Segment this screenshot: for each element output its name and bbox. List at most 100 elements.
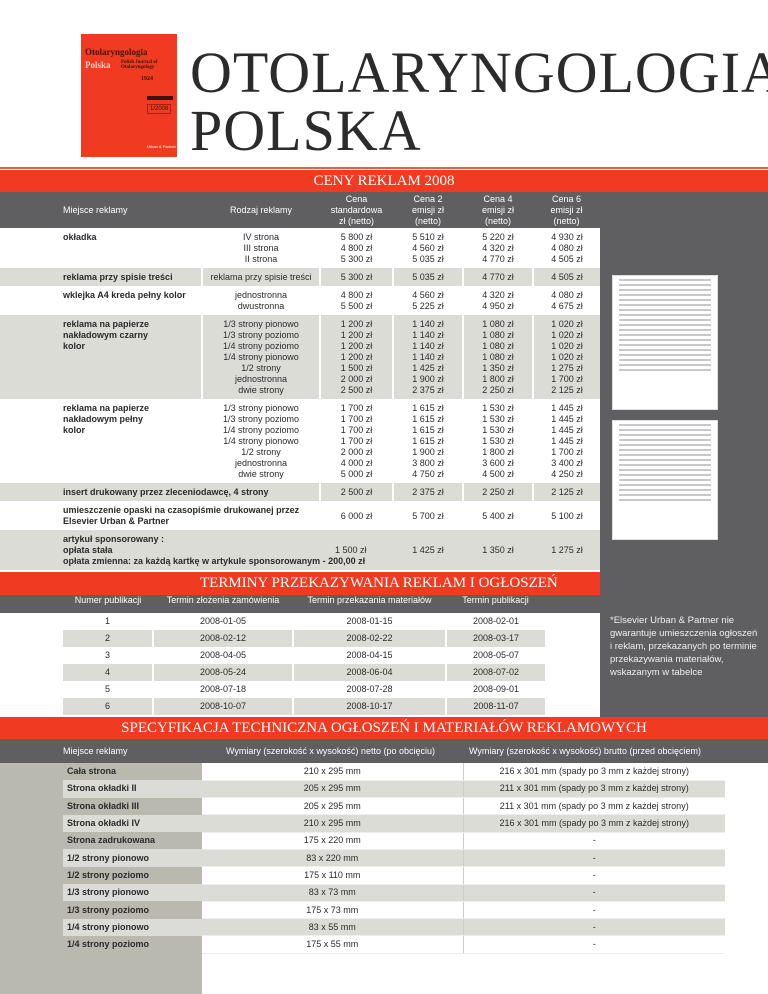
spec-cell: 1/2 strony pionowo	[63, 849, 202, 867]
ad-placement: umieszczenie opaski na czasopiśmie druko…	[63, 505, 300, 526]
deadlines-table: Numer publikacji Termin złożenia zamówien…	[63, 595, 545, 715]
cell-line: 2 500 zł	[340, 385, 373, 395]
spec-cell: 210 x 295 mm	[202, 814, 464, 833]
cell-line: 1 200 zł	[340, 319, 373, 329]
cell-line: 1 200 zł	[340, 341, 373, 351]
cell-line: 1/3 strony pionowo	[223, 319, 299, 329]
deadline-cell: 2008-03-17	[445, 630, 545, 647]
deadlines-note: *Elsevier Urban & Partner nie gwarantuje…	[610, 615, 758, 678]
cell-line: 2 125 zł	[551, 385, 583, 395]
cell-line: 4 000 zł	[340, 458, 373, 468]
cell-line: 1 200 zł	[340, 330, 373, 340]
price-cell: 1 020 zł 1 020 zł 1 020 zł 1 020 zł 1 275 zł…	[532, 315, 600, 399]
cell-line: 1 140 zł	[412, 319, 444, 329]
cell-line: 4 320 zł	[482, 290, 514, 300]
cell-line: 4 950 zł	[482, 301, 514, 311]
deadline-cell: 2008-10-07	[152, 698, 293, 715]
deadline-cell: 3	[104, 650, 110, 660]
table-row: reklama na papierze nakładowym pełny kol…	[0, 399, 600, 483]
cover-issue: 1/2008	[147, 104, 172, 114]
cell-line: 1 080 zł	[482, 341, 514, 351]
spec-cell: 216 x 301 mm (spady po 3 mm z każdej str…	[463, 763, 725, 781]
ad-types: 1/3 strony pionowo 1/3 strony poziomo 1/4 …	[201, 315, 320, 399]
cell-line: 1 445 zł	[551, 436, 583, 446]
cell-line: 1 530 zł	[482, 436, 514, 446]
cell-line: 1 020 zł	[551, 330, 583, 340]
price-cell: 5 400 zł	[462, 501, 533, 530]
cover-title-1: Otolaryngologia	[85, 47, 148, 57]
deadline-cell: 2008-05-07	[445, 647, 545, 664]
table-row: 1/2 strony pionowo 83 x 220 mm -	[63, 849, 725, 868]
ad-types: reklama przy spisie treści	[201, 268, 320, 286]
table-row: 1/2 strony poziomo 175 x 110 mm -	[63, 866, 725, 885]
deadline-cell: 2008-02-22	[292, 630, 446, 647]
spec-cell: 175 x 110 mm	[202, 866, 464, 885]
table-row: 6 2008-10-07 2008-10-17 2008-11-07	[63, 698, 545, 715]
cell-line: 5 000 zł	[340, 469, 373, 479]
sponsored-line: artykuł sponsorowany :	[63, 534, 165, 544]
deadline-cell: 2008-11-07	[445, 698, 545, 715]
cell-line: 1 140 zł	[412, 341, 444, 351]
table-row: 2 2008-02-12 2008-02-22 2008-03-17	[63, 630, 545, 647]
cell-line: 4 770 zł	[482, 272, 514, 282]
cell-line: 1 615 zł	[412, 414, 444, 424]
price-cell: 4 080 zł 4 675 zł	[532, 286, 600, 315]
ad-placement: wklejka A4 kreda pełny kolor	[63, 290, 186, 300]
price-cell: 5 100 zł	[532, 501, 600, 530]
spec-cell: Strona okładki III	[63, 797, 202, 815]
ad-placement: okładka	[63, 232, 97, 242]
cell-line: 1/4 strony poziomo	[222, 425, 300, 435]
deadline-cell: 2008-07-18	[152, 681, 293, 698]
specs-heading: SPECYFIKACJA TECHNICZNA OGŁOSZEŃ I MATER…	[0, 717, 768, 739]
column-header: Cena 4 emisji zł (netto)	[463, 192, 533, 228]
deadline-cell: 2008-06-04	[292, 664, 446, 681]
cell-line: 2 375 zł	[412, 385, 444, 395]
spec-cell: Cała strona	[63, 763, 202, 781]
table-row: Strona zadrukowana 175 x 220 mm -	[63, 832, 725, 850]
deadline-cell: 2008-01-05	[152, 613, 293, 630]
deadline-cell: 6	[63, 698, 153, 715]
cell-line: dwustronna	[237, 301, 285, 311]
spec-cell: 211 x 301 mm (spady po 3 mm z każdej str…	[463, 797, 725, 816]
cell-line: 1 275 zł	[551, 363, 583, 373]
cell-line: jednostronna	[234, 290, 288, 300]
ad-types: 1/3 strony pionowo 1/3 strony poziomo 1/4 …	[201, 399, 320, 483]
column-header: Termin publikacji	[446, 595, 545, 613]
table-row: artykuł sponsorowany : opłata stała opłata…	[0, 530, 600, 570]
spec-cell: 83 x 73 mm	[202, 884, 464, 902]
journal-cover-image: Otolaryngologia Polska Polish Journal of…	[81, 34, 177, 157]
price-cell: 2 125 zł	[532, 483, 600, 501]
spec-cell: 205 x 295 mm	[202, 797, 464, 816]
table-row: okładka IV strona III strona II strona 5 800…	[0, 228, 600, 268]
spec-cell: Strona okładki IV	[63, 814, 202, 833]
spec-cell: 83 x 55 mm	[202, 918, 464, 937]
price-cell: 1 615 zł 1 615 zł 1 615 zł 1 615 zł 1 900 zł…	[392, 399, 463, 483]
table-row: 1/3 strony pionowo 83 x 73 mm -	[63, 884, 725, 902]
spec-cell: Strona okładki II	[63, 780, 202, 798]
table-row: umieszczenie opaski na czasopiśmie druko…	[0, 501, 600, 530]
deadline-cell: 4	[63, 664, 153, 681]
cover-subtitle: Polish Journal of Otolaryngology	[121, 60, 158, 70]
deadline-cell: 2008-10-17	[292, 698, 446, 715]
sample-page-thumbnail	[612, 420, 718, 540]
cell-line: 1/3 strony poziomo	[222, 330, 300, 340]
deadline-cell: 2	[63, 630, 153, 647]
sponsored-line: opłata stała	[63, 545, 113, 555]
cell-line: 4 770 zł	[482, 254, 514, 264]
ad-placement: reklama na papierze nakładowym pełny kol…	[63, 403, 150, 435]
price-cell: 5 510 zł 4 560 zł 5 035 zł	[392, 228, 463, 268]
cell-line: 1 530 zł	[482, 425, 514, 435]
spec-cell: -	[463, 884, 725, 902]
price-cell: 1 445 zł 1 445 zł 1 445 zł 1 445 zł 1 700 zł…	[532, 399, 600, 483]
cell-line: 4 320 zł	[482, 243, 514, 253]
cell-line: 1 615 zł	[412, 403, 444, 413]
cell-line: 1 530 zł	[482, 403, 514, 413]
cell-line: 4 930 zł	[551, 232, 583, 242]
cell-line: 5 300 zł	[340, 254, 373, 264]
cell-line: 1 020 zł	[551, 341, 583, 351]
cover-bar	[147, 96, 173, 100]
spec-cell: 175 x 220 mm	[202, 832, 464, 850]
price-cell: 1 425 zł	[392, 530, 463, 570]
spec-cell: -	[463, 832, 725, 850]
cell-line: 1 140 zł	[412, 330, 444, 340]
